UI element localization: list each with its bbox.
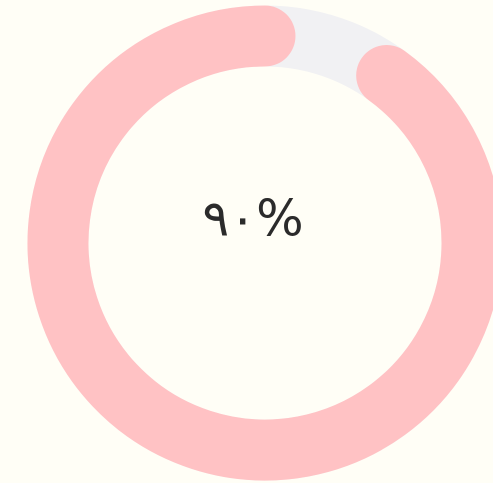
value-label: ٩٠% (202, 190, 303, 248)
ring-progress (27, 5, 493, 481)
